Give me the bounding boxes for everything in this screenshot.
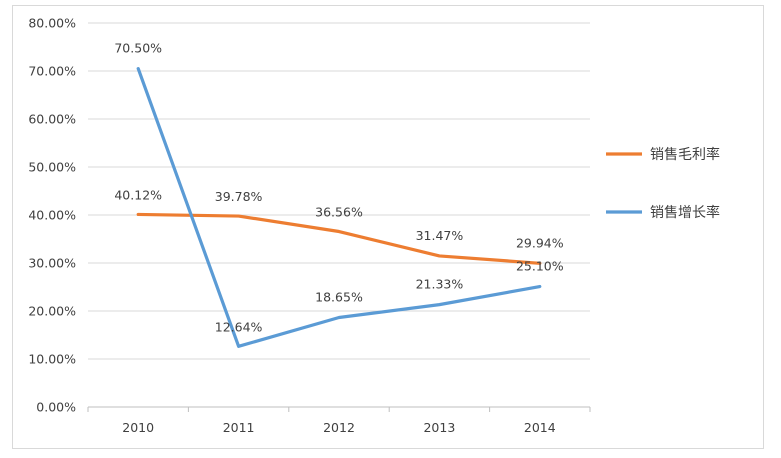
- data-label: 25.10%: [516, 259, 564, 274]
- data-label: 21.33%: [416, 277, 464, 292]
- x-tick-label: 2011: [223, 420, 255, 435]
- gridlines: [88, 22, 590, 360]
- data-label: 29.94%: [516, 235, 564, 250]
- y-tick-label: 20.00%: [28, 304, 76, 319]
- x-tick-label: 2012: [323, 420, 355, 435]
- data-label: 39.78%: [215, 189, 263, 204]
- y-tick-label: 80.00%: [28, 16, 76, 31]
- x-tick-label: 2013: [423, 420, 455, 435]
- chart-frame: [12, 5, 764, 449]
- y-tick-label: 50.00%: [28, 160, 76, 175]
- data-label: 36.56%: [315, 205, 363, 220]
- y-tick-label: 0.00%: [36, 400, 76, 415]
- y-tick-label: 10.00%: [28, 352, 76, 367]
- data-label: 18.65%: [315, 289, 363, 304]
- y-tick-label: 30.00%: [28, 256, 76, 271]
- series-line-1: [136, 212, 542, 265]
- data-labels: 40.12% 39.78% 36.56% 31.47% 29.94% 70.50% 12.6…: [114, 41, 563, 335]
- x-tick-label: 2010: [122, 420, 154, 435]
- axes: [87, 406, 591, 412]
- data-label: 12.64%: [215, 319, 263, 334]
- y-tick-label: 60.00%: [28, 112, 76, 127]
- y-tick-labels: 0.00% 10.00% 20.00% 30.00% 40.00% 50.00% 60.00…: [28, 16, 76, 415]
- data-label: 40.12%: [114, 187, 162, 202]
- data-label: 70.50%: [114, 41, 162, 56]
- data-label: 31.47%: [416, 228, 464, 243]
- legend-label: 销售毛利率: [650, 146, 720, 163]
- y-tick-label: 40.00%: [28, 208, 76, 223]
- x-tick-labels: 2010 2011 2012 2013 2014: [122, 420, 555, 435]
- x-tick-label: 2014: [524, 420, 556, 435]
- legend-label: 销售增长率: [650, 204, 720, 221]
- y-tick-label: 70.00%: [28, 64, 76, 79]
- series-line-2: [136, 66, 542, 348]
- series-lines: [136, 66, 542, 348]
